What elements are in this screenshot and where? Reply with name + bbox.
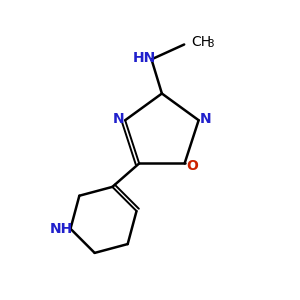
Text: HN: HN [132, 51, 156, 65]
Text: N: N [113, 112, 124, 126]
Text: 3: 3 [207, 39, 214, 49]
Text: NH: NH [50, 222, 73, 236]
Text: O: O [186, 159, 198, 173]
Text: N: N [200, 112, 211, 126]
Text: CH: CH [192, 34, 212, 49]
